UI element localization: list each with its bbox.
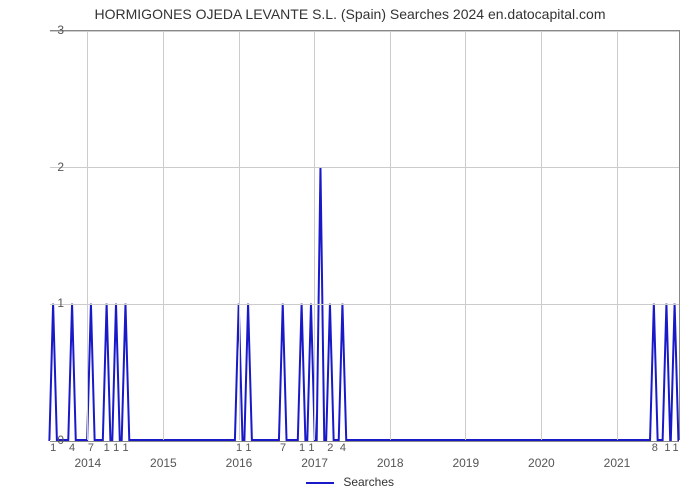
y-tick-label: 1 [44,296,64,310]
x-small-label: 1 [104,442,110,454]
x-small-label: 1 [113,442,119,454]
x-small-label: 1 [664,442,670,454]
x-small-label: 1 [50,442,56,454]
x-year-label: 2021 [604,456,631,470]
x-year-label: 2018 [377,456,404,470]
x-small-label: 1 [308,442,314,454]
legend: Searches [0,475,700,489]
x-small-label: 1 [299,442,305,454]
x-small-label: 7 [88,442,94,454]
x-year-label: 2019 [452,456,479,470]
gridline-v [163,31,164,440]
gridline-v [617,31,618,440]
x-small-label: 1 [245,442,251,454]
y-tick-label: 2 [44,160,64,174]
x-small-label: 1 [123,442,129,454]
legend-swatch [306,482,334,484]
x-year-label: 2017 [301,456,328,470]
x-small-label: 2 [327,442,333,454]
gridline-h [50,304,679,305]
x-year-label: 2014 [74,456,101,470]
plot-area [50,30,680,440]
gridline-h [50,167,679,168]
x-small-label: 4 [69,442,75,454]
gridline-v [239,31,240,440]
chart-title: HORMIGONES OJEDA LEVANTE S.L. (Spain) Se… [0,0,700,22]
x-axis [50,441,679,442]
y-tick-label: 3 [44,23,64,37]
x-small-label: 7 [280,442,286,454]
x-year-label: 2020 [528,456,555,470]
legend-label: Searches [343,475,394,489]
x-small-label: 8 [652,442,658,454]
x-year-label: 2015 [150,456,177,470]
gridline-v [314,31,315,440]
gridline-v [390,31,391,440]
x-small-label: 4 [340,442,346,454]
gridline-v [465,31,466,440]
gridline-h [50,31,679,32]
x-small-label: 1 [673,442,679,454]
x-small-label: 1 [236,442,242,454]
gridline-v [87,31,88,440]
x-year-label: 2016 [226,456,253,470]
chart-svg [50,31,679,440]
gridline-v [541,31,542,440]
